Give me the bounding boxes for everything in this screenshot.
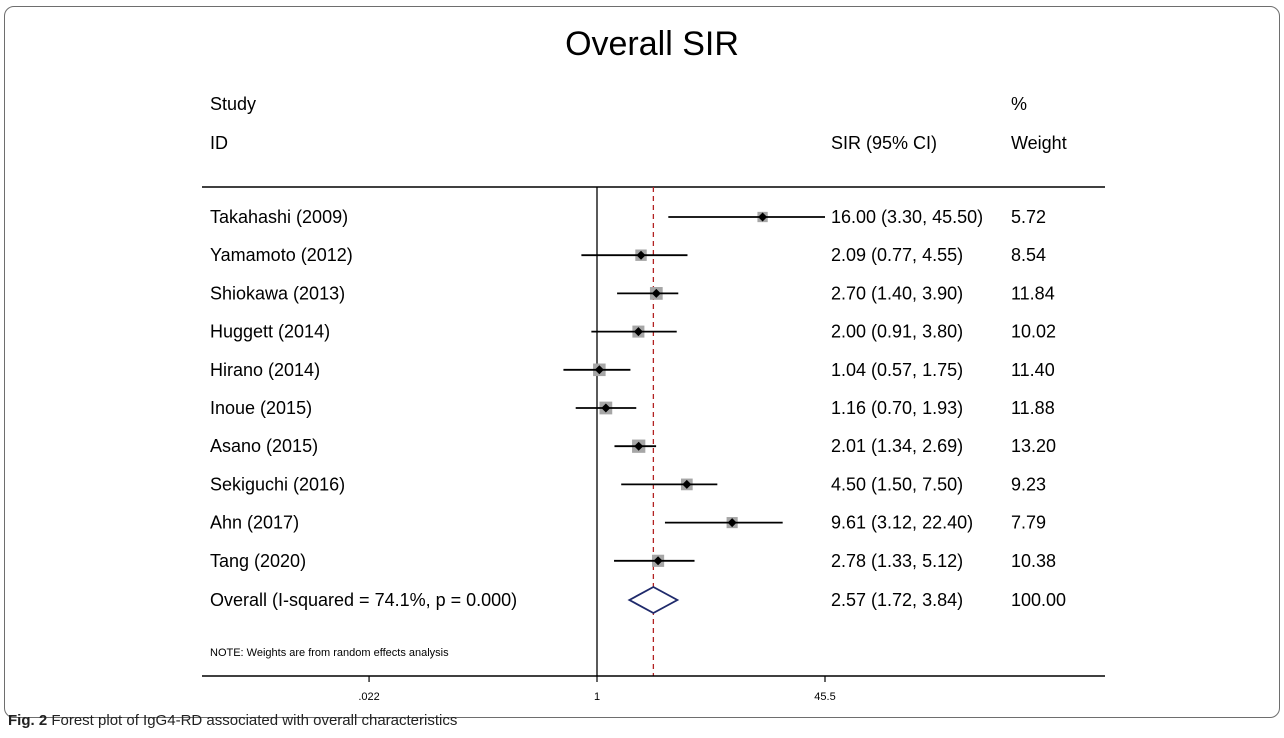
weight-text: 11.40: [1011, 360, 1055, 380]
weight-text: 13.20: [1011, 436, 1056, 456]
footnote: NOTE: Weights are from random effects an…: [210, 647, 449, 659]
point-estimate: [727, 518, 737, 528]
study-label: Ahn (2017): [210, 513, 299, 533]
header-estimate: SIR (95% CI): [831, 133, 937, 153]
estimate-text: 2.00 (0.91, 3.80): [831, 322, 963, 342]
point-estimate: [651, 288, 661, 298]
overall-label: Overall (I-squared = 74.1%, p = 0.000): [210, 590, 517, 610]
study-label: Huggett (2014): [210, 322, 330, 342]
study-label: Takahashi (2009): [210, 207, 348, 227]
estimate-text: 9.61 (3.12, 22.40): [831, 513, 973, 533]
study-label: Hirano (2014): [210, 360, 320, 380]
weight-text: 9.23: [1011, 474, 1046, 494]
estimate-text: 1.16 (0.70, 1.93): [831, 398, 963, 418]
estimate-text: 2.01 (1.34, 2.69): [831, 436, 963, 456]
study-label: Sekiguchi (2016): [210, 474, 345, 494]
header-percent: %: [1011, 94, 1027, 114]
overall-diamond: [627, 585, 680, 615]
header-id: ID: [210, 133, 228, 153]
weight-text: 10.38: [1011, 551, 1056, 571]
study-label: Shiokawa (2013): [210, 283, 345, 303]
caption-text: Forest plot of IgG4-RD associated with o…: [51, 712, 458, 729]
weight-text: 10.02: [1011, 322, 1056, 342]
estimate-text: 2.09 (0.77, 4.55): [831, 245, 963, 265]
figure-caption: Fig. 2 Forest plot of IgG4-RD associated…: [8, 711, 457, 731]
caption-label: Fig. 2: [8, 712, 48, 729]
weight-text: 7.79: [1011, 513, 1046, 533]
point-estimate: [636, 250, 646, 260]
study-label: Tang (2020): [210, 551, 306, 571]
point-estimate: [653, 556, 663, 566]
weight-text: 11.88: [1011, 398, 1055, 418]
overall-estimate-text: 2.57 (1.72, 3.84): [831, 590, 963, 610]
x-tick-label: 1: [594, 691, 600, 703]
x-tick-label: .022: [358, 691, 379, 703]
point-estimate: [633, 327, 643, 337]
point-estimate: [601, 403, 611, 413]
study-label: Inoue (2015): [210, 398, 312, 418]
estimate-text: 4.50 (1.50, 7.50): [831, 474, 963, 494]
overall-weight-text: 100.00: [1011, 590, 1066, 610]
point-estimate: [634, 441, 644, 451]
header-weight: Weight: [1011, 133, 1067, 153]
point-estimate: [758, 212, 768, 222]
estimate-text: 2.70 (1.40, 3.90): [831, 283, 963, 303]
chart-title: Overall SIR: [565, 25, 739, 63]
point-estimate: [594, 365, 604, 375]
estimate-text: 16.00 (3.30, 45.50): [831, 207, 983, 227]
weight-text: 11.84: [1011, 283, 1055, 303]
estimate-text: 2.78 (1.33, 5.12): [831, 551, 963, 571]
point-estimate: [682, 479, 692, 489]
estimate-text: 1.04 (0.57, 1.75): [831, 360, 963, 380]
figure-frame: [4, 6, 1280, 718]
weight-text: 5.72: [1011, 207, 1046, 227]
weight-text: 8.54: [1011, 245, 1046, 265]
study-label: Asano (2015): [210, 436, 318, 456]
header-study: Study: [210, 94, 256, 114]
study-label: Yamamoto (2012): [210, 245, 353, 265]
x-tick-label: 45.5: [814, 691, 835, 703]
